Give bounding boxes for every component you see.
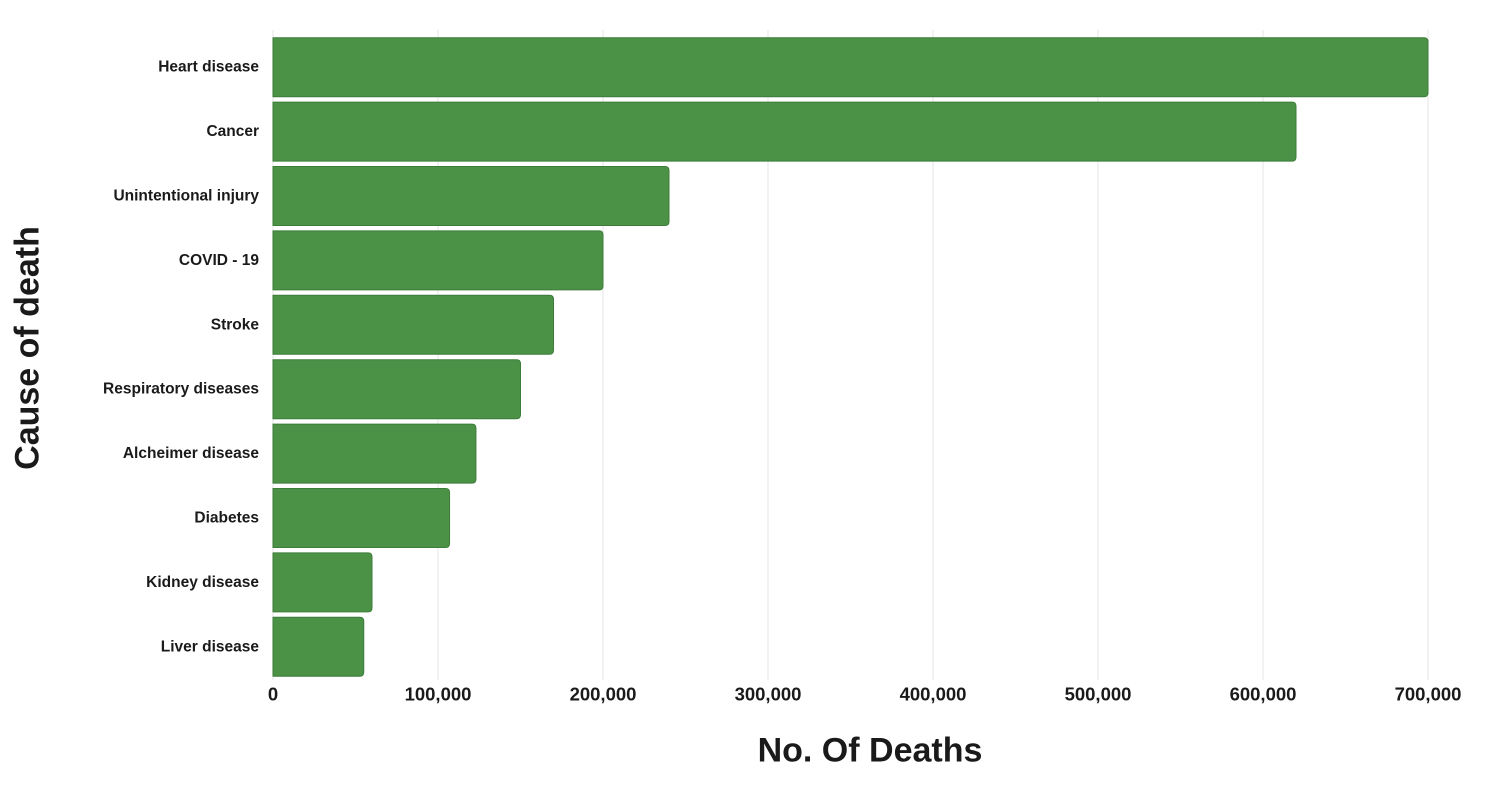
svg-text:Diabetes: Diabetes bbox=[194, 510, 259, 527]
svg-text:Kidney disease: Kidney disease bbox=[146, 574, 259, 591]
svg-text:300,000: 300,000 bbox=[735, 684, 802, 705]
svg-text:Alcheimer disease: Alcheimer disease bbox=[123, 445, 260, 462]
svg-text:Unintentional injury: Unintentional injury bbox=[113, 188, 259, 205]
svg-text:COVID - 19: COVID - 19 bbox=[179, 252, 259, 269]
svg-text:Cancer: Cancer bbox=[206, 123, 259, 140]
svg-text:Liver disease: Liver disease bbox=[161, 638, 260, 655]
svg-text:400,000: 400,000 bbox=[900, 684, 967, 705]
svg-text:Respiratory diseases: Respiratory diseases bbox=[103, 381, 259, 398]
svg-text:Stroke: Stroke bbox=[211, 316, 260, 333]
svg-text:100,000: 100,000 bbox=[405, 684, 472, 705]
svg-text:0: 0 bbox=[268, 684, 278, 705]
svg-text:700,000: 700,000 bbox=[1395, 684, 1462, 705]
svg-text:Heart disease: Heart disease bbox=[158, 59, 259, 76]
svg-text:600,000: 600,000 bbox=[1230, 684, 1297, 705]
svg-text:500,000: 500,000 bbox=[1065, 684, 1132, 705]
svg-text:200,000: 200,000 bbox=[570, 684, 637, 705]
